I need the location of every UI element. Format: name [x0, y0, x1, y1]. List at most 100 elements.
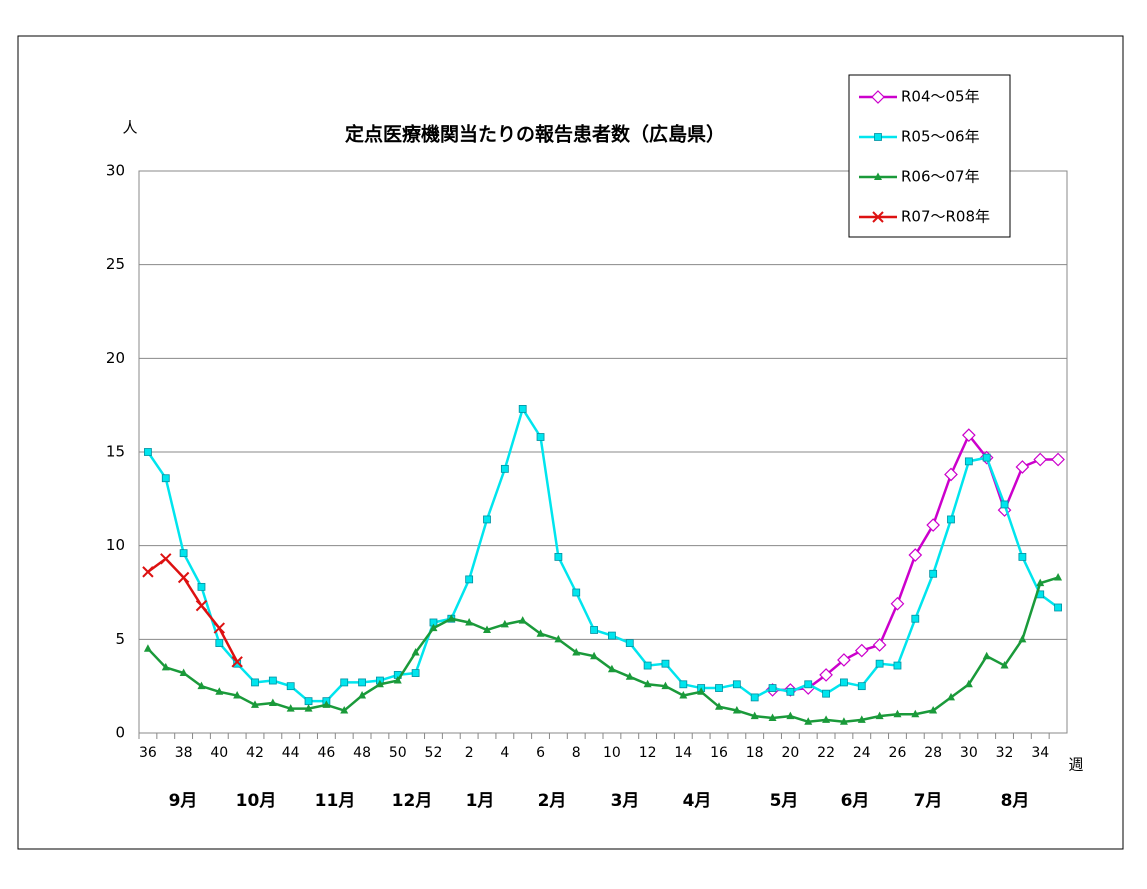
marker [358, 691, 367, 699]
x-tick-label: 34 [1031, 745, 1049, 761]
marker [142, 566, 154, 578]
marker [750, 711, 759, 720]
marker [890, 596, 905, 611]
marker [997, 503, 1012, 517]
marker [340, 706, 349, 714]
marker [822, 715, 831, 723]
legend-label: R05～06年 [901, 128, 980, 146]
marker [822, 689, 830, 698]
x-tick-label: 4 [500, 745, 509, 761]
y-tick-label: 25 [106, 255, 125, 273]
marker [215, 687, 224, 695]
marker [143, 644, 152, 652]
marker [947, 692, 955, 701]
marker [608, 631, 616, 640]
marker [768, 684, 777, 692]
marker [197, 681, 206, 690]
marker [1051, 452, 1065, 467]
x-tick-label: 30 [960, 745, 978, 761]
marker [697, 687, 706, 695]
marker [536, 629, 545, 637]
marker [715, 684, 723, 692]
marker [872, 638, 887, 652]
marker [195, 599, 208, 612]
marker [358, 678, 366, 687]
month-label: 7月 [914, 791, 943, 811]
marker [144, 448, 152, 456]
y-tick-label: 5 [115, 630, 125, 648]
x-tick-label: 32 [996, 745, 1014, 761]
marker [944, 467, 958, 482]
marker [929, 706, 938, 714]
month-label: 12月 [392, 791, 433, 811]
x-tick-label: 26 [889, 745, 907, 761]
marker [213, 622, 226, 634]
marker [1000, 661, 1009, 669]
x-tick-label: 18 [746, 745, 764, 761]
series-line [147, 576, 1059, 724]
x-axis-label: 週 [1068, 756, 1083, 774]
x-tick-label: 40 [210, 745, 228, 761]
marker [161, 474, 170, 483]
marker [679, 691, 688, 699]
marker [518, 616, 527, 624]
marker [465, 617, 474, 626]
marker [839, 717, 848, 725]
marker [572, 647, 581, 656]
marker [875, 711, 884, 720]
marker [926, 518, 941, 532]
chart-title: 定点医療機関当たりの報告患者数（広島県） [345, 123, 725, 146]
marker [590, 626, 598, 634]
marker [286, 704, 295, 712]
marker [1018, 634, 1027, 643]
x-tick-label: 28 [924, 745, 942, 761]
marker [500, 464, 509, 473]
series [142, 553, 243, 668]
marker [161, 662, 170, 671]
marker [840, 678, 848, 687]
marker [911, 614, 920, 623]
x-tick-label: 42 [246, 745, 264, 761]
y-tick-label: 20 [106, 349, 125, 367]
y-tick-label: 15 [106, 443, 125, 461]
marker [177, 571, 190, 584]
month-label: 9月 [169, 791, 198, 811]
legend-label: R07～R08年 [901, 208, 990, 226]
marker [1054, 603, 1062, 612]
month-label: 2月 [538, 791, 567, 811]
marker [929, 569, 938, 578]
marker [964, 457, 973, 466]
x-tick-label: 2 [465, 745, 474, 761]
marker [447, 614, 456, 622]
y-tick-label: 30 [106, 162, 125, 180]
legend-label: R04～05年 [901, 88, 980, 106]
month-label: 3月 [611, 791, 640, 811]
legend-label: R06～07年 [901, 168, 980, 186]
marker [251, 700, 259, 708]
marker [411, 669, 420, 677]
marker [786, 711, 795, 720]
marker [1054, 573, 1063, 581]
marker [964, 679, 973, 688]
marker [911, 709, 920, 718]
marker [268, 676, 277, 685]
marker [1015, 460, 1030, 474]
marker [893, 661, 902, 670]
marker [982, 453, 991, 462]
marker [322, 700, 331, 708]
marker [804, 680, 813, 689]
month-label: 6月 [841, 791, 870, 811]
marker [197, 582, 206, 591]
marker [732, 706, 741, 714]
x-tick-label: 8 [572, 745, 581, 761]
marker [518, 405, 527, 413]
marker [554, 553, 563, 561]
x-tick-label: 36 [139, 745, 157, 761]
marker [643, 661, 652, 670]
marker [179, 549, 188, 558]
marker [160, 553, 172, 565]
marker [819, 668, 833, 682]
marker [874, 133, 882, 141]
marker [429, 623, 438, 632]
series-line [146, 405, 1059, 703]
